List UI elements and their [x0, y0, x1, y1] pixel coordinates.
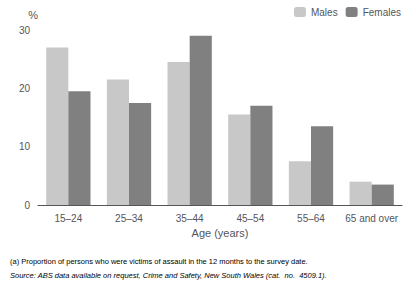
svg-text:10: 10 — [19, 141, 31, 152]
svg-text:55–64: 55–64 — [297, 213, 325, 224]
svg-text:%: % — [28, 9, 38, 21]
svg-text:65 and over: 65 and over — [345, 213, 398, 224]
svg-text:Females: Females — [363, 7, 401, 18]
svg-text:0: 0 — [24, 200, 30, 211]
svg-text:25–34: 25–34 — [115, 213, 143, 224]
svg-text:Source: ABS data available on: Source: ABS data available on request, C… — [10, 271, 327, 280]
svg-text:15–24: 15–24 — [54, 213, 82, 224]
svg-text:20: 20 — [19, 83, 31, 94]
svg-text:Age (years): Age (years) — [192, 227, 249, 239]
svg-text:Males: Males — [311, 7, 338, 18]
svg-text:30: 30 — [19, 25, 31, 36]
svg-text:45–54: 45–54 — [236, 213, 264, 224]
svg-text:35–44: 35–44 — [176, 213, 204, 224]
svg-text:(a) Proportion of persons who: (a) Proportion of persons who were victi… — [10, 257, 308, 266]
